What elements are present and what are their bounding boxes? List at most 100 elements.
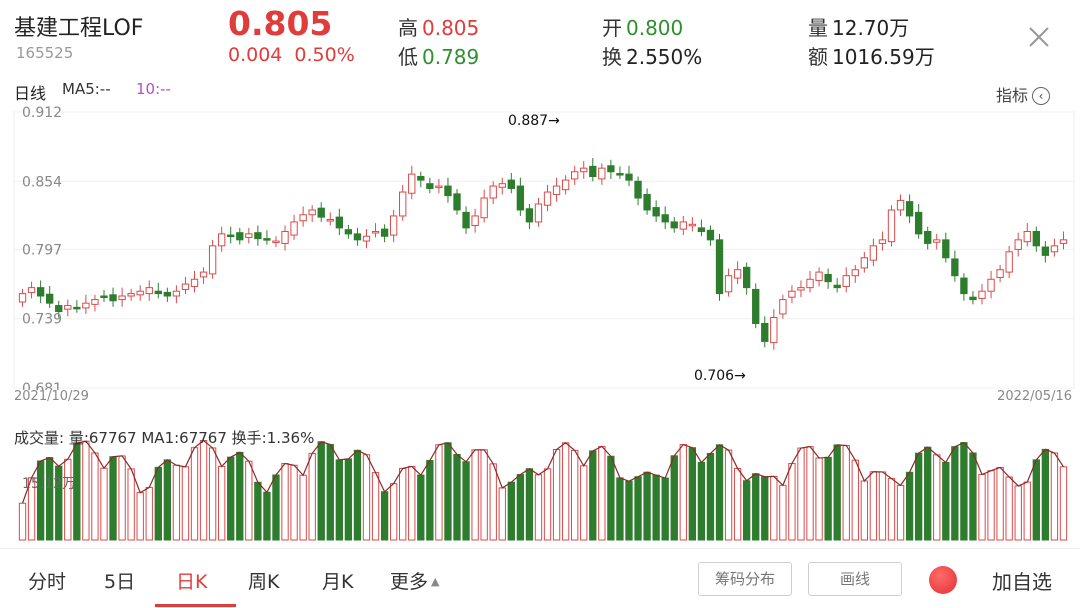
volume-bar: [217, 465, 226, 541]
candle-body: [1014, 239, 1022, 250]
candle-body: [417, 176, 425, 181]
volume-bar: [951, 446, 959, 541]
volume-bar: [408, 465, 416, 541]
candle-body: [371, 230, 380, 234]
volume-bar: [1005, 476, 1013, 541]
volume-bar: [227, 456, 235, 541]
change-percent: 0.50%: [294, 44, 355, 66]
volume-chart[interactable]: 15.12万: [0, 420, 1080, 545]
volume-bar: [860, 480, 869, 541]
indicator-label: 指标: [996, 86, 1029, 105]
volume-bar: [245, 460, 253, 541]
tab-daily-k[interactable]: 日K: [176, 571, 208, 593]
candle-body: [724, 275, 733, 293]
volume-bar: [199, 440, 208, 541]
record-icon[interactable]: [929, 566, 957, 594]
volume-bar: [987, 470, 995, 541]
tab-intraday[interactable]: 分时: [28, 571, 67, 593]
candle-body: [742, 266, 751, 289]
candle-body: [561, 179, 570, 191]
volume-bar: [589, 450, 597, 541]
fund-name: 基建工程LOF: [14, 16, 144, 41]
volume-bar: [878, 471, 887, 541]
candle-body: [272, 240, 280, 244]
volume-bar: [571, 449, 579, 541]
volume-bar: [625, 480, 633, 541]
candle-body: [824, 273, 832, 283]
volume-bars: [18, 439, 1068, 541]
candle-body: [254, 232, 262, 240]
quote-turnover: 换 2.550%: [602, 45, 703, 69]
candle-body: [770, 317, 778, 344]
draw-line-button[interactable]: 画线: [808, 562, 902, 596]
add-watchlist-button[interactable]: 加自选: [992, 570, 1052, 594]
change-value: 0.004: [228, 44, 283, 66]
quote-high: 高 0.805: [398, 16, 480, 40]
volume-bar: [100, 467, 108, 541]
volume-bar: [896, 484, 905, 541]
close-icon[interactable]: [1024, 22, 1054, 52]
volume-bar: [761, 476, 769, 541]
volume-bar: [236, 451, 244, 541]
candle-body: [453, 193, 461, 211]
volume-bar: [335, 459, 344, 541]
ma10-label: 10:--: [136, 80, 171, 98]
candle-body: [589, 165, 597, 178]
tab-weekly-k[interactable]: 周K: [248, 571, 280, 593]
volume-ma-line: [21, 439, 1064, 504]
chevron-left-icon: ‹: [1032, 87, 1051, 105]
candle-body: [833, 284, 841, 289]
kline-chart[interactable]: 0.912 0.854 0.797 0.739 0.681 0.887→ 0.706→: [0, 100, 1080, 390]
candle-body: [1041, 246, 1050, 256]
volume-bar: [969, 452, 977, 541]
volume-bar: [263, 491, 271, 541]
candle-body: [290, 221, 298, 236]
volume-bar: [471, 449, 479, 541]
candle-body: [806, 278, 814, 289]
candle-body: [634, 180, 642, 199]
volume-bar: [788, 462, 796, 541]
price-change: 0.004 0.50%: [228, 44, 355, 66]
volume-bar: [489, 463, 497, 541]
volume-bar: [254, 481, 262, 541]
candle-body: [516, 185, 525, 211]
candle-body: [91, 299, 99, 305]
candle-body: [860, 257, 869, 269]
bottom-toolbar: 分时 5日 日K 周K 月K 更多 ▲ 筹码分布 画线 加自选: [0, 548, 1080, 608]
candle-body: [145, 287, 153, 295]
volume-bar: [869, 471, 878, 541]
candle-body: [462, 211, 470, 229]
volume-bar: [399, 467, 407, 541]
volume-bar: [127, 468, 135, 541]
candle-body: [181, 283, 190, 290]
volume-bar: [942, 461, 950, 541]
candle-body: [136, 290, 144, 296]
volume-bar: [82, 440, 90, 541]
tab-monthly-k[interactable]: 月K: [322, 571, 354, 593]
candle-body: [616, 173, 624, 176]
candle-body: [489, 185, 497, 199]
candle-body: [471, 215, 479, 227]
candle-body: [942, 239, 950, 259]
volume-bar: [208, 447, 217, 541]
volume-bar: [797, 447, 805, 541]
candle-body: [172, 290, 181, 297]
tab-5day[interactable]: 5日: [104, 571, 136, 593]
min-annotation: 0.706→: [694, 368, 746, 384]
y-tick-label: 0.854: [22, 174, 62, 190]
indicator-button[interactable]: 指标 ‹: [996, 82, 1051, 106]
candle-body: [408, 173, 416, 194]
candle-body: [344, 229, 353, 235]
chip-distribution-button[interactable]: 筹码分布: [698, 562, 792, 596]
volume-bar: [308, 452, 316, 541]
candle-body: [1032, 230, 1040, 247]
current-price: 0.805: [228, 4, 333, 43]
tab-more[interactable]: 更多 ▲: [390, 571, 440, 593]
candle-body: [82, 302, 90, 309]
volume-bar: [136, 492, 144, 541]
candle-body: [661, 214, 669, 223]
candle-body: [507, 179, 515, 189]
candle-body: [498, 183, 506, 188]
candle-body: [217, 233, 226, 247]
volume-title: 成交量: 量:67767 MA1:67767 换手:1.36%: [14, 429, 315, 447]
